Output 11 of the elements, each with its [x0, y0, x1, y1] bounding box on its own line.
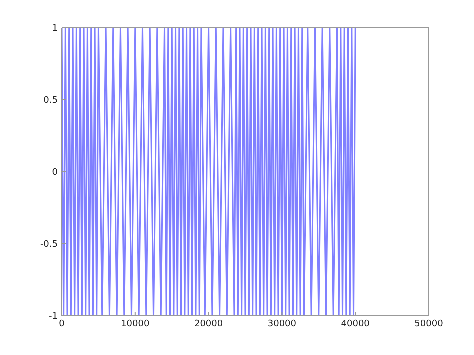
- x-tick-label: 30000: [268, 319, 297, 330]
- y-tick-label: -0.5: [40, 240, 58, 250]
- x-tick-label: 40000: [341, 319, 370, 330]
- x-tick-label: 10000: [121, 319, 150, 330]
- x-tick-label: 0: [59, 319, 66, 330]
- y-tick-label: 0.5: [44, 96, 58, 106]
- x-tick-label: 50000: [414, 319, 444, 330]
- y-tick-label: 1: [52, 24, 58, 34]
- y-tick-label: -1: [49, 312, 58, 322]
- x-tick-label: 20000: [194, 319, 224, 330]
- y-tick-label: 0: [52, 168, 58, 178]
